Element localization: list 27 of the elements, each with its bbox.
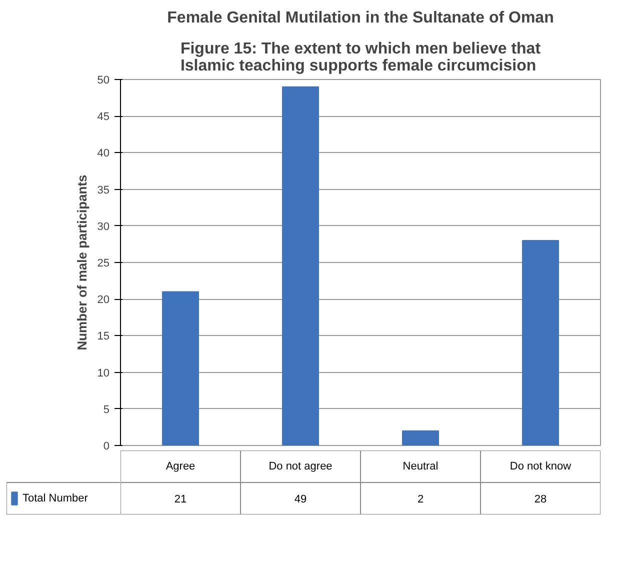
x-tick-label: Do not know [510, 460, 572, 472]
chart-title: Female Genital Mutilation in the Sultanate of Oman [167, 10, 554, 26]
y-tick-label: 10 [97, 367, 110, 380]
x-tick-label: Neutral [402, 460, 438, 472]
y-tick-label: 20 [97, 294, 110, 306]
chart-subtitle: Figure 15: The extent to which men believe that Islamic teaching supports female circumcision [180, 40, 542, 74]
bar [402, 430, 439, 446]
x-tick-label: Do not agree [268, 460, 332, 472]
bar [522, 240, 559, 446]
y-tick-label: 25 [97, 258, 110, 270]
data-label: 49 [294, 494, 307, 506]
y-tick-label: 5 [103, 404, 110, 416]
y-tick-label: 15 [97, 330, 110, 343]
y-tick-label: 35 [97, 184, 110, 196]
bar [282, 86, 319, 446]
data-label: 28 [534, 494, 547, 506]
legend-label: Total Number [22, 492, 88, 504]
y-tick-label: 45 [97, 111, 110, 124]
data-label: 2 [417, 494, 424, 506]
y-tick-label: 40 [97, 148, 110, 160]
y-tick-label: 50 [97, 74, 110, 86]
y-axis-title: Number of male participants [74, 174, 90, 350]
data-label: 21 [174, 494, 187, 506]
bar [162, 291, 199, 446]
y-tick-label: 30 [97, 220, 110, 233]
x-tick-label: Agree [166, 460, 196, 472]
y-tick-label: 0 [103, 440, 110, 452]
